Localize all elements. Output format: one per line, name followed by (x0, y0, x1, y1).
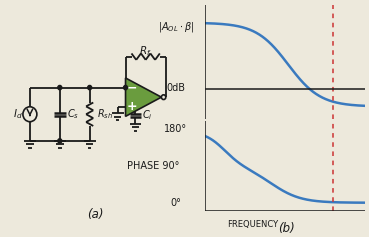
Circle shape (58, 85, 62, 90)
Text: $C_s$: $C_s$ (67, 107, 79, 121)
Circle shape (58, 139, 62, 143)
Text: (b): (b) (277, 222, 294, 235)
Text: $I_d$: $I_d$ (13, 107, 23, 121)
Text: −: − (127, 81, 137, 94)
Text: 0°: 0° (170, 198, 181, 208)
Polygon shape (125, 78, 161, 116)
Text: PHASE 90°: PHASE 90° (127, 161, 180, 171)
Text: $C_i$: $C_i$ (142, 108, 153, 122)
Text: 0dB: 0dB (166, 83, 185, 93)
Text: FREQUENCY: FREQUENCY (227, 128, 279, 137)
Text: FREQUENCY: FREQUENCY (227, 220, 279, 229)
Text: $R_{sh}$: $R_{sh}$ (97, 107, 113, 121)
Text: (a): (a) (87, 208, 104, 221)
Text: 180°: 180° (164, 124, 187, 134)
Text: $R_f$: $R_f$ (139, 44, 152, 58)
Circle shape (124, 85, 128, 90)
Text: $|A_{OL} \cdot \beta|$: $|A_{OL} \cdot \beta|$ (158, 20, 194, 35)
Circle shape (88, 85, 92, 90)
Text: +: + (127, 100, 137, 113)
